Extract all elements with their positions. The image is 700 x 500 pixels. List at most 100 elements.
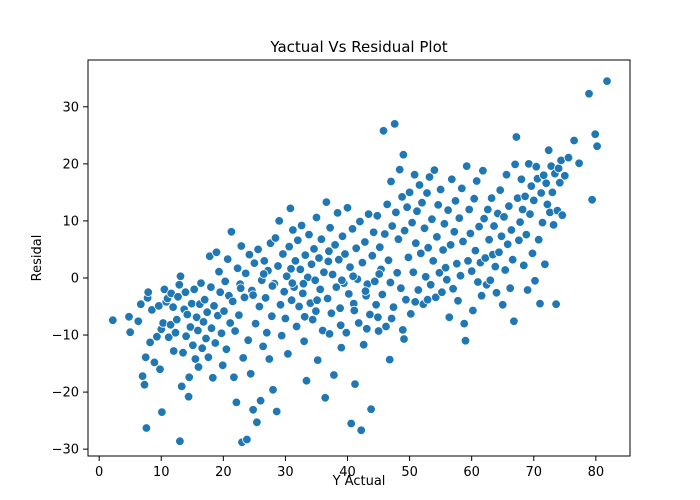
scatter-point <box>196 278 206 288</box>
scatter-point <box>460 336 471 346</box>
scatter-point <box>275 300 286 310</box>
scatter-point <box>592 141 602 151</box>
scatter-point <box>249 258 260 268</box>
scatter-point <box>267 281 278 291</box>
scatter-point <box>398 149 409 160</box>
scatter-point <box>315 284 325 295</box>
scatter-point <box>185 322 196 332</box>
scatter-point <box>267 311 277 321</box>
scatter-point <box>340 249 350 259</box>
scatter-point <box>555 177 565 188</box>
scatter-point <box>516 174 527 185</box>
scatter-point <box>435 184 446 195</box>
scatter-point <box>188 340 198 351</box>
scatter-point <box>291 321 302 332</box>
scatter-point <box>300 312 310 322</box>
scatter-point <box>342 203 353 213</box>
scatter-point <box>529 195 539 206</box>
scatter-point <box>341 328 352 338</box>
scatter-point <box>553 163 564 174</box>
scatter-point <box>411 238 421 248</box>
scatter-point <box>336 342 347 353</box>
scatter-point <box>322 293 333 304</box>
scatter-point <box>514 235 524 246</box>
scatter-point <box>314 253 324 263</box>
scatter-point <box>299 336 309 347</box>
scatter-point <box>350 379 360 389</box>
scatter-point <box>217 360 228 371</box>
scatter-point <box>235 283 246 293</box>
scatter-point <box>422 188 432 198</box>
scatter-point <box>515 217 525 227</box>
scatter-point <box>476 291 487 301</box>
scatter-point <box>280 313 291 324</box>
scatter-point <box>467 266 477 276</box>
scatter-point <box>485 275 496 286</box>
scatter-point <box>433 200 443 210</box>
y-tick-label: −20 <box>52 386 79 401</box>
scatter-point <box>258 341 268 352</box>
scatter-point <box>537 217 548 228</box>
scatter-point <box>139 380 150 390</box>
scatter-point <box>155 364 165 375</box>
x-tick-label: 30 <box>277 465 294 480</box>
scatter-point <box>326 308 337 319</box>
scatter-point <box>206 282 216 292</box>
scatter-point <box>521 229 532 240</box>
scatter-point <box>311 212 322 223</box>
scatter-point <box>380 229 390 239</box>
scatter-point <box>465 228 476 239</box>
scatter-point <box>108 315 118 325</box>
scatter-point <box>285 203 296 214</box>
scatter-point <box>141 423 152 433</box>
scatter-point <box>462 161 472 171</box>
points-layer <box>108 76 612 448</box>
scatter-point <box>268 385 278 395</box>
scatter-point <box>278 249 288 259</box>
x-tick-label: 40 <box>339 465 356 480</box>
scatter-point <box>399 225 410 236</box>
scatter-point <box>248 405 258 415</box>
scatter-point <box>397 192 407 202</box>
x-tick-label: 0 <box>95 465 103 480</box>
scatter-point <box>319 267 329 278</box>
scatter-point <box>517 204 528 215</box>
scatter-point <box>526 181 537 191</box>
scatter-point <box>355 216 365 227</box>
x-tick-label: 60 <box>463 465 480 480</box>
scatter-point <box>373 312 383 323</box>
scatter-point <box>209 301 219 311</box>
scatter-point <box>362 324 372 334</box>
scatter-point <box>442 275 452 285</box>
scatter-point <box>511 132 522 142</box>
y-tick-label: 20 <box>62 157 79 172</box>
scatter-point <box>204 251 215 261</box>
scatter-point <box>337 231 348 242</box>
scatter-point <box>534 234 544 245</box>
scatter-point <box>508 255 518 265</box>
scatter-point <box>393 234 404 244</box>
scatter-point <box>409 169 420 180</box>
scatter-point <box>255 396 266 406</box>
scatter-point <box>439 219 450 229</box>
scatter-point <box>324 329 335 339</box>
scatter-point <box>522 285 533 295</box>
scatter-point <box>236 241 247 251</box>
scatter-point <box>387 221 397 231</box>
scatter-point <box>316 234 327 244</box>
scatter-point <box>530 276 540 286</box>
scatter-point <box>413 285 424 295</box>
scatter-point <box>159 284 170 295</box>
scatter-point <box>438 245 448 255</box>
scatter-point <box>410 297 420 307</box>
scatter-point <box>210 338 221 348</box>
scatter-point <box>519 260 529 271</box>
y-tick-label: −10 <box>52 329 79 344</box>
scatter-point <box>346 418 356 429</box>
scatter-point <box>404 187 415 198</box>
scatter-point <box>216 328 227 339</box>
scatter-point <box>429 165 440 175</box>
scatter-point <box>557 210 568 220</box>
scatter-point <box>154 301 164 311</box>
scatter-point <box>242 434 252 445</box>
